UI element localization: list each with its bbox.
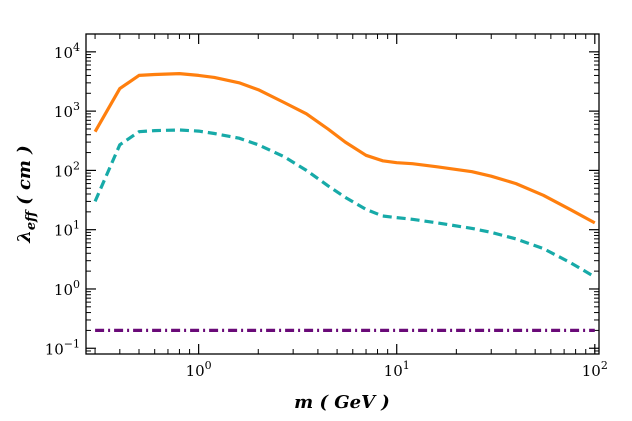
x-axis-label: m ( GeV ) — [294, 392, 390, 413]
y-tick-label: 104 — [54, 41, 80, 62]
y-tick-label: 101 — [54, 219, 80, 240]
series-line-1 — [93, 71, 596, 225]
minor-ticks — [86, 33, 599, 355]
y-axis-label-main: λ — [14, 230, 35, 244]
x-tick-label: 100 — [186, 359, 212, 380]
series-line-2 — [93, 128, 596, 279]
x-tick-label: 101 — [384, 359, 410, 380]
series-layer — [93, 71, 596, 332]
tick-labels: 100 101 102 10−1 100 101 102 103 104 — [45, 41, 608, 380]
y-axis-label-sub: eff — [24, 209, 39, 230]
y-tick-label: 103 — [54, 100, 80, 121]
plot-frame — [85, 33, 600, 355]
y-axis-label-unit: ( cm ) — [14, 145, 35, 211]
x-tick-label: 102 — [582, 359, 608, 380]
y-tick-label: 100 — [54, 278, 80, 299]
major-ticks — [86, 34, 599, 354]
y-tick-label: 102 — [54, 159, 80, 180]
y-tick-label: 10−1 — [45, 337, 80, 358]
y-axis-label: λeff ( cm ) — [14, 145, 39, 244]
